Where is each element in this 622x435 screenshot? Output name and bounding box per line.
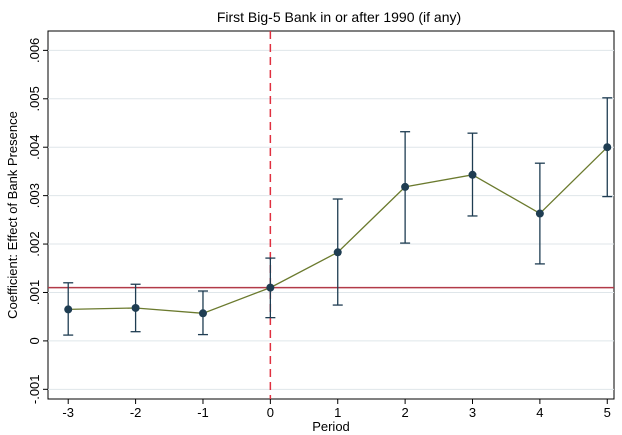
x-tick-label: 5 bbox=[604, 405, 611, 420]
x-axis-title: Period bbox=[312, 419, 350, 434]
x-tick-label: -3 bbox=[62, 405, 74, 420]
y-tick-label: .002 bbox=[27, 231, 42, 256]
y-tick-label: .003 bbox=[27, 183, 42, 208]
plot-frame bbox=[47, 30, 615, 400]
x-tick-label: 1 bbox=[334, 405, 341, 420]
y-tick-label: .005 bbox=[27, 86, 42, 111]
x-tick-label: -2 bbox=[130, 405, 142, 420]
data-point bbox=[535, 209, 544, 218]
grid-lines bbox=[48, 49, 614, 390]
data-point bbox=[198, 309, 207, 318]
y-tick-label: .006 bbox=[27, 38, 42, 63]
data-point bbox=[401, 182, 410, 191]
data-point bbox=[131, 303, 140, 312]
x-tick-label: -1 bbox=[197, 405, 209, 420]
data-point bbox=[468, 170, 477, 179]
y-tick-label: .001 bbox=[27, 280, 42, 305]
data-point bbox=[266, 283, 275, 292]
plot-area bbox=[47, 30, 615, 400]
y-tick-label: .004 bbox=[27, 135, 42, 160]
y-tick-label: -.001 bbox=[27, 374, 42, 404]
data-point bbox=[603, 143, 612, 152]
chart-title: First Big-5 Bank in or after 1990 (if an… bbox=[217, 9, 461, 25]
x-tick-label: 4 bbox=[536, 405, 543, 420]
reference-lines bbox=[48, 31, 614, 399]
series-layer bbox=[63, 97, 613, 336]
axes: -.001 0 .001 .002 .003 .004 .005 .006 -3 -2 -1 0 1 2 3… bbox=[27, 38, 611, 420]
x-tick-label: 0 bbox=[267, 405, 274, 420]
data-point bbox=[64, 305, 73, 314]
x-tick-label: 2 bbox=[402, 405, 409, 420]
y-axis-title: Coefficient: Effect of Bank Presence bbox=[5, 111, 20, 319]
data-point bbox=[333, 248, 342, 257]
y-tick-label: 0 bbox=[27, 337, 42, 344]
x-tick-label: 3 bbox=[469, 405, 476, 420]
